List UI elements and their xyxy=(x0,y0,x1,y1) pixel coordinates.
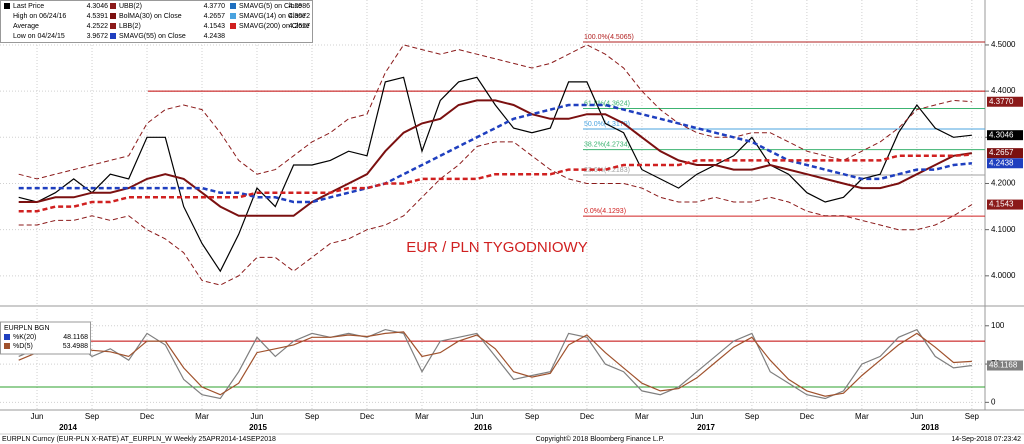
legend-value: 4.3072 xyxy=(289,13,311,20)
fib-label: 61.8%(4.3624) xyxy=(584,100,630,107)
chart-annotation: EUR / PLN TYGODNIOWY xyxy=(406,239,587,256)
footer-right: 14-Sep-2018 07:23:42 xyxy=(951,436,1021,443)
value-tag xyxy=(987,148,1023,159)
y-tick-label: 4.4000 xyxy=(991,86,1016,95)
series-line xyxy=(18,141,973,286)
x-tick-label: Dec xyxy=(140,412,154,421)
legend-label: SMAVG(200) on Close xyxy=(239,23,310,30)
legend-swatch xyxy=(4,334,10,340)
legend-label: UBB(2) xyxy=(119,3,142,10)
legend-swatch xyxy=(110,33,116,39)
x-tick-label: Sep xyxy=(305,412,320,421)
fib-label: 38.2%(4.2734) xyxy=(584,141,630,148)
legend-value: 4.5391 xyxy=(87,13,109,20)
year-label: 2016 xyxy=(474,423,492,432)
legend-swatch xyxy=(230,23,236,29)
value-tag xyxy=(987,158,1023,169)
value-tag xyxy=(987,96,1023,107)
x-tick-label: Mar xyxy=(415,412,429,421)
legend-value: 48.1168 xyxy=(63,334,88,341)
legend-box xyxy=(0,0,313,43)
legend-label: Last Price xyxy=(13,3,44,10)
year-label: 2017 xyxy=(697,423,715,432)
legend-value: 4.2627 xyxy=(289,23,311,30)
legend-box xyxy=(0,321,91,355)
legend-value: 4.2522 xyxy=(87,23,109,30)
legend-label: %D(5) xyxy=(13,343,33,350)
x-tick-label: Jun xyxy=(690,412,703,421)
value-tag-label: 4.3770 xyxy=(989,97,1014,106)
legend-label: SMAVG(14) on Close xyxy=(239,13,306,20)
x-tick-label: Jun xyxy=(910,412,923,421)
legend-swatch xyxy=(110,13,116,19)
legend-label: Average xyxy=(13,23,39,30)
x-tick-label: Mar xyxy=(635,412,649,421)
legend-label: BolMA(30) on Close xyxy=(119,13,182,20)
x-tick-label: Dec xyxy=(800,412,814,421)
legend-swatch xyxy=(230,3,236,9)
y-tick-label: 4.0000 xyxy=(991,271,1016,280)
series-line xyxy=(18,99,973,217)
value-tag xyxy=(987,130,1023,141)
value-tag-label: 4.3046 xyxy=(989,130,1014,139)
y-tick-label: 4.5000 xyxy=(991,40,1016,49)
legend-label: Low on 04/24/15 xyxy=(13,33,65,40)
x-tick-label: Mar xyxy=(855,412,869,421)
y-tick-label: 100 xyxy=(991,321,1005,330)
x-tick-label: Sep xyxy=(525,412,540,421)
legend-label: High on 06/24/16 xyxy=(13,13,66,20)
x-tick-label: Sep xyxy=(85,412,100,421)
fib-label: 100.0%(4.5065) xyxy=(584,34,634,41)
legend-value: 4.2657 xyxy=(204,13,226,20)
legend-swatch xyxy=(110,23,116,29)
value-tag-label: 4.2438 xyxy=(989,158,1014,167)
legend-value: 4.2438 xyxy=(204,33,226,40)
legend-label: SMAVG(55) on Close xyxy=(119,33,186,40)
series-line xyxy=(18,76,972,273)
legend-swatch xyxy=(4,343,10,349)
legend-value: 4.3046 xyxy=(87,3,109,10)
x-tick-label: Jun xyxy=(251,412,264,421)
legend-title: EURPLN BGN xyxy=(4,325,50,332)
footer-center: Copyright© 2018 Bloomberg Finance L.P. xyxy=(536,435,665,443)
y-tick-label: 4.1000 xyxy=(991,225,1016,234)
x-tick-label: Dec xyxy=(580,412,594,421)
value-tag-label: 4.2657 xyxy=(989,148,1014,157)
legend-label: %K(20) xyxy=(13,334,36,341)
legend-swatch xyxy=(110,3,116,9)
legend-label: SMAVG(5) on Close xyxy=(239,3,302,10)
x-tick-label: Sep xyxy=(965,412,980,421)
y-tick-label: 4.2000 xyxy=(991,179,1016,188)
value-tag xyxy=(987,360,1023,371)
value-tag xyxy=(987,199,1023,210)
legend-value: 4.2986 xyxy=(289,3,311,10)
legend-value: 53.4988 xyxy=(63,343,88,350)
year-label: 2014 xyxy=(59,423,77,432)
x-tick-label: Jun xyxy=(470,412,483,421)
series-line xyxy=(18,153,972,213)
legend-value: 3.9672 xyxy=(87,33,109,40)
x-tick-label: Mar xyxy=(195,412,209,421)
x-tick-label: Dec xyxy=(360,412,374,421)
value-tag-label: 4.1543 xyxy=(989,200,1014,209)
series-line xyxy=(18,331,972,397)
series-line xyxy=(18,103,973,204)
series-line xyxy=(18,328,972,400)
legend-swatch xyxy=(4,3,10,9)
legend-swatch xyxy=(230,13,236,19)
value-tag-label: 48.1168 xyxy=(989,361,1018,370)
legend-value: 4.3770 xyxy=(204,3,226,10)
y-tick-label: 0 xyxy=(991,397,996,406)
year-label: 2015 xyxy=(249,423,267,432)
year-label: 2018 xyxy=(921,423,939,432)
legend-value: 4.1543 xyxy=(204,23,226,30)
x-tick-label: Jun xyxy=(31,412,44,421)
footer-left: EURPLN Curncy (EUR-PLN X-RATE) AT_EURPLN… xyxy=(2,436,276,443)
fib-label: 0.0%(4.1293) xyxy=(584,208,626,215)
legend-label: LBB(2) xyxy=(119,23,141,30)
series-line xyxy=(18,44,972,180)
x-tick-label: Sep xyxy=(745,412,760,421)
